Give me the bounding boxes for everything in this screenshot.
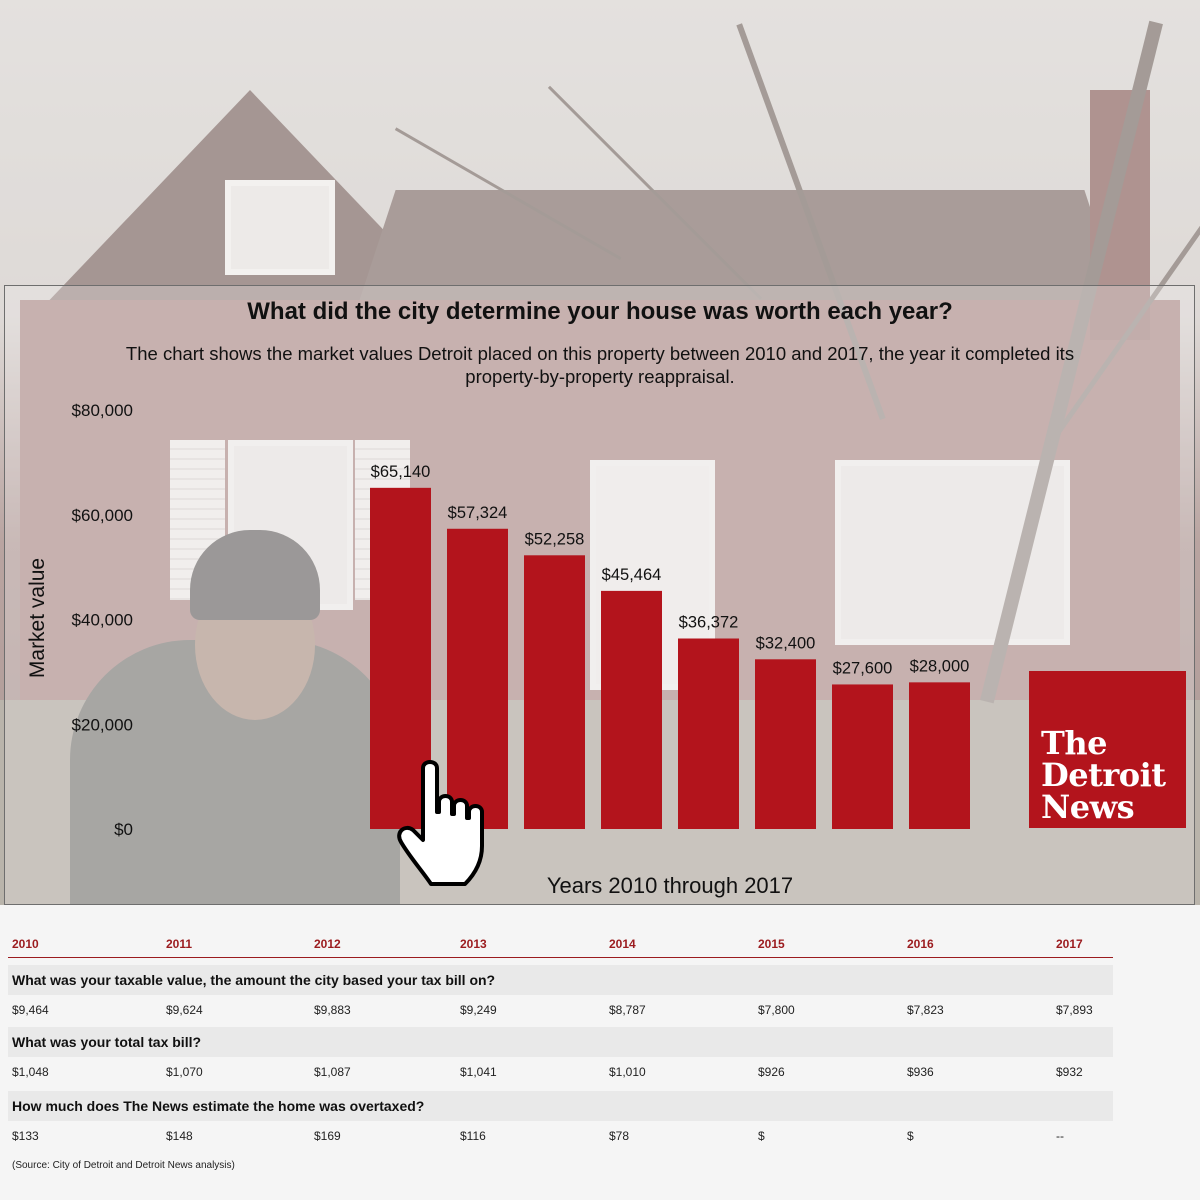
year-header-2014: 2014 (609, 937, 636, 951)
table-cell: $8,787 (609, 1003, 646, 1017)
table-cell: -- (1056, 1129, 1064, 1143)
year-header-2017: 2017 (1056, 937, 1083, 951)
chart-panel (4, 285, 1195, 905)
year-header-divider (8, 957, 1113, 958)
table-cell: $932 (1056, 1065, 1083, 1079)
table-cell: $9,883 (314, 1003, 351, 1017)
year-header-2016: 2016 (907, 937, 934, 951)
bar-value-label: $27,600 (833, 659, 893, 677)
bar-value-label: $36,372 (679, 614, 739, 632)
table-cell: $169 (314, 1129, 341, 1143)
chart-subtitle-line-2: property-by-property reappraisal. (465, 366, 735, 387)
detroit-news-logo: The Detroit News (1029, 671, 1186, 828)
bar-2014[interactable] (678, 638, 739, 829)
bar-2011[interactable] (447, 528, 508, 829)
question-total-tax-bill: What was your total tax bill? (8, 1027, 1113, 1057)
bar-value-label: $28,000 (910, 657, 970, 675)
year-header-2011: 2011 (166, 937, 193, 951)
table-cell: $ (907, 1129, 914, 1143)
table-cell: $148 (166, 1129, 193, 1143)
table-cell: $926 (758, 1065, 785, 1079)
bar-2015[interactable] (755, 659, 816, 829)
table-cell: $1,070 (166, 1065, 203, 1079)
table-row: $1,048 $1,070 $1,087 $1,041 $1,010 $926 $936 $9… (8, 1057, 1113, 1087)
question-taxable-value: What was your taxable value, the amount … (8, 965, 1113, 995)
table-cell: $1,087 (314, 1065, 351, 1079)
question-overtaxed-estimate: How much does The News estimate the home… (8, 1091, 1113, 1121)
bar-2013[interactable] (601, 590, 662, 829)
hand-pointer-icon (397, 760, 484, 886)
table-cell: $116 (460, 1129, 486, 1143)
table-cell: $1,048 (12, 1065, 49, 1079)
bar-2012[interactable] (524, 555, 585, 829)
bar-chart: $0 $20,000 $40,000 $60,000 $80,000 $65,140 $57… (72, 401, 970, 839)
table-cell: $1,041 (460, 1065, 497, 1079)
logo-line-3: News (1041, 788, 1135, 826)
table-cell: $1,010 (609, 1065, 646, 1079)
y-tick-label: $40,000 (72, 611, 133, 630)
bar-value-label: $32,400 (756, 634, 816, 652)
year-header-2012: 2012 (314, 937, 341, 951)
bar-value-label: $45,464 (602, 566, 662, 584)
logo-line-1: The (1041, 724, 1107, 762)
table-cell: $133 (12, 1129, 39, 1143)
table-cell: $7,893 (1056, 1003, 1093, 1017)
year-header-2015: 2015 (758, 937, 785, 951)
y-tick-label: $80,000 (72, 401, 133, 420)
bar-value-label: $52,258 (525, 530, 585, 548)
bar-2017[interactable] (909, 682, 970, 829)
x-axis-label: Years 2010 through 2017 (546, 873, 794, 898)
year-header-2010: 2010 (12, 937, 39, 951)
bar-value-label: $57,324 (448, 504, 508, 522)
y-tick-label: $20,000 (72, 715, 133, 734)
chart-subtitle: The chart shows the market values Detroi… (60, 342, 1140, 388)
table-row: $133 $148 $169 $116 $78 $ $ -- (8, 1121, 1113, 1151)
table-cell: $7,823 (907, 1003, 944, 1017)
tax-data-table: 2010 2011 2012 2013 2014 2015 2016 2017 What wa… (0, 905, 1200, 1200)
logo-line-2: Detroit (1041, 756, 1166, 794)
table-cell: $9,464 (12, 1003, 49, 1017)
y-tick-label: $60,000 (72, 506, 133, 525)
table-cell: $9,624 (166, 1003, 203, 1017)
table-cell: $78 (609, 1129, 630, 1143)
table-cell: $936 (907, 1065, 934, 1079)
bar-2010[interactable] (370, 487, 431, 829)
chart-title: What did the city determine your house w… (247, 298, 953, 325)
table-cell: $9,249 (460, 1003, 497, 1017)
year-header-2013: 2013 (460, 937, 487, 951)
y-tick-label: $0 (114, 820, 133, 839)
table-cell: $7,800 (758, 1003, 795, 1017)
bar-value-label: $65,140 (371, 463, 431, 481)
source-note: (Source: City of Detroit and Detroit New… (12, 1160, 235, 1171)
chart-subtitle-line-1: The chart shows the market values Detroi… (125, 343, 1075, 364)
background-photo (0, 0, 1200, 905)
table-cell: $ (758, 1129, 765, 1143)
table-row: $9,464 $9,624 $9,883 $9,249 $8,787 $7,800 $7,8… (8, 995, 1113, 1025)
bar-2016[interactable] (832, 684, 893, 829)
